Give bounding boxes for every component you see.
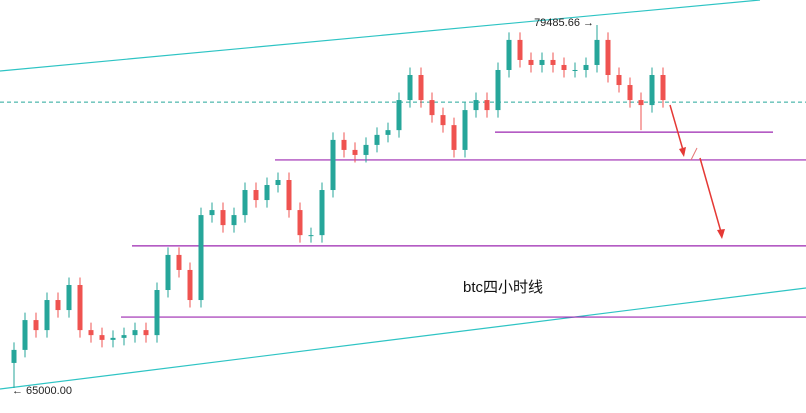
candle-body <box>198 215 204 301</box>
channel-upper <box>0 0 761 72</box>
arrow-head <box>679 147 686 157</box>
candle-body <box>121 335 127 338</box>
candle-body <box>44 300 50 331</box>
candle-body <box>55 300 61 311</box>
candle-body <box>220 210 226 226</box>
candle-body <box>88 330 94 336</box>
candle-body <box>297 210 303 236</box>
arrow <box>699 157 722 233</box>
candle-body <box>627 85 633 101</box>
candle-body <box>165 254 171 291</box>
candle-body <box>187 269 193 301</box>
candle-body <box>286 179 292 211</box>
candle-body <box>308 235 314 237</box>
candle-body <box>572 69 578 71</box>
candle-body <box>66 284 72 311</box>
candle-body <box>473 100 479 111</box>
candle-body <box>594 39 600 65</box>
plot: 79485.66 → ← 65000.00 <box>0 17 806 397</box>
candle-body <box>517 39 523 60</box>
candle-body <box>605 39 611 76</box>
arrow <box>669 104 684 151</box>
candle-body <box>209 210 215 216</box>
arrow <box>690 147 698 161</box>
candle-body <box>418 75 424 101</box>
price-label: ← 65000.00 <box>12 385 72 397</box>
candle-body <box>319 190 325 236</box>
candle-body <box>451 125 457 150</box>
candle-body <box>176 254 182 270</box>
candle-body <box>539 59 545 65</box>
candle-body <box>341 139 347 150</box>
candle-body <box>132 330 138 336</box>
arrow-head <box>717 229 725 239</box>
candle-body <box>231 215 237 226</box>
candle-body <box>462 110 468 150</box>
candle-body <box>264 185 270 201</box>
channel-lower <box>0 287 806 390</box>
candle-body <box>396 100 402 131</box>
candle-body <box>77 284 83 331</box>
candle-body <box>143 330 149 336</box>
candle-body <box>407 75 413 101</box>
candle-body <box>385 130 391 135</box>
candle-body <box>253 190 259 201</box>
candle-body <box>33 320 39 331</box>
candle-body <box>99 335 105 340</box>
candle-body <box>638 100 644 106</box>
candle-body <box>275 179 281 186</box>
candle-body <box>660 75 666 101</box>
candle-body <box>22 320 28 350</box>
candle-body <box>154 290 160 336</box>
candle-body <box>495 69 501 111</box>
candle-body <box>352 149 358 155</box>
candle-body <box>374 134 380 145</box>
candle-body <box>110 337 116 340</box>
candle-body <box>528 59 534 65</box>
candle-body <box>363 144 369 155</box>
candle-body <box>242 190 248 216</box>
candle-body <box>616 75 622 86</box>
candle-body <box>11 349 17 363</box>
candle-body <box>440 115 446 126</box>
candle-body <box>484 100 490 111</box>
price-label: 79485.66 → <box>534 17 594 29</box>
chart-title: btc四小时线 <box>463 279 543 296</box>
candle-body <box>550 59 556 65</box>
candle-body <box>506 39 512 70</box>
candle-body <box>429 100 435 116</box>
candle-body <box>583 64 589 70</box>
candle-body <box>561 64 567 70</box>
candle-body <box>330 139 336 191</box>
candle-body <box>649 75 655 106</box>
